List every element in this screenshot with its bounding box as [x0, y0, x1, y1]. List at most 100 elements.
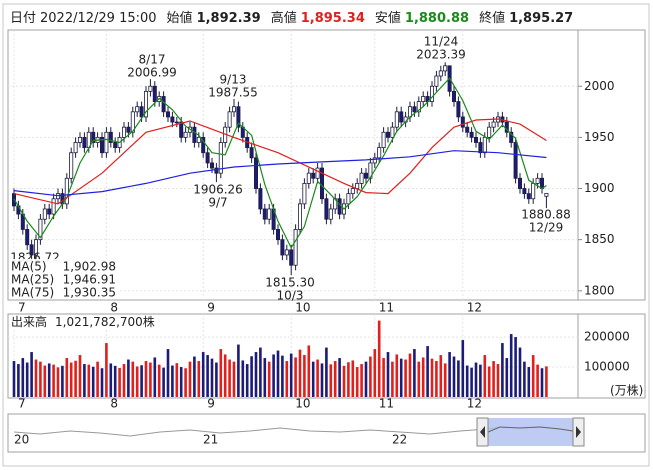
volume-bar [470, 367, 473, 397]
volume-bar [122, 364, 126, 397]
legend-value: 1,946.91 [63, 273, 116, 287]
volume-bar [435, 361, 438, 397]
candle-body [535, 177, 540, 184]
candle-body [183, 131, 188, 138]
volume-bar [109, 363, 113, 397]
volume-bar [210, 358, 214, 397]
candle-body [460, 116, 465, 128]
volume-bar [69, 362, 73, 397]
volume-bar [527, 367, 531, 397]
candle-body [324, 198, 329, 220]
candle-body [227, 111, 232, 128]
volume-bar [465, 365, 469, 397]
volume-bar [474, 362, 478, 397]
annotation: 8/17 [139, 53, 166, 67]
volume-bar [127, 359, 130, 397]
candle-body [377, 147, 382, 159]
candle-body [214, 167, 219, 174]
volume-bar [518, 347, 522, 397]
x-tick-label: 12 [467, 301, 482, 315]
header-label: 終値 [479, 10, 505, 26]
ma-line [13, 77, 547, 250]
candle-body [544, 192, 549, 197]
candle-body [359, 172, 364, 184]
candle-body [522, 188, 527, 195]
volume-bar [505, 358, 509, 397]
candle-body [297, 203, 302, 230]
volume-bar [140, 365, 143, 397]
candle-body [412, 106, 417, 113]
volume-bar [184, 368, 187, 397]
x-tick-label: 7 [18, 397, 26, 411]
volume-bar [96, 361, 99, 397]
volume-bar [386, 352, 390, 397]
volume-bar [223, 354, 227, 397]
legend-box [9, 259, 119, 299]
candle-body [381, 131, 386, 149]
candle-body [236, 106, 241, 128]
volume-unit: (万株) [610, 383, 643, 398]
candle-body [328, 208, 333, 220]
candle-body [372, 157, 377, 164]
legend-name: MA(25) [11, 273, 54, 287]
candle-body [540, 177, 545, 189]
candle-body [201, 136, 206, 154]
candle-body [42, 208, 47, 220]
volume-bar [289, 353, 293, 397]
volume-bar [479, 364, 482, 397]
candle-body [443, 65, 448, 72]
volume-bar [355, 367, 359, 397]
volume-bar [483, 355, 487, 397]
candle-body [416, 101, 421, 113]
candle-body [249, 147, 254, 159]
volume-bar [342, 365, 346, 397]
legend-name: MA(5) [11, 260, 47, 274]
volume-bar [430, 358, 434, 397]
volume-legend: 出来高 1,021,782,700株 [11, 314, 155, 329]
header: 日付 2022/12/29 15:00 始値 1,892.39 高値 1,895.34 安値… [10, 10, 573, 26]
x-tick-label: 8 [110, 301, 118, 315]
candle-body [275, 229, 280, 241]
candle-body [491, 121, 496, 128]
candle-body [152, 85, 157, 102]
y-tick-label: 1850 [584, 232, 615, 246]
navigator-window[interactable] [488, 418, 573, 446]
candle-body [390, 126, 395, 138]
candle-body [192, 126, 197, 143]
candle-body [258, 188, 263, 210]
candle-body [267, 208, 272, 220]
annotation: 2006.99 [127, 66, 177, 80]
volume-bar [201, 352, 205, 397]
candle-body [113, 142, 118, 149]
volume-bar [285, 361, 289, 397]
volume-bar [267, 361, 271, 397]
volume-bar [452, 356, 456, 397]
volume-bar [320, 363, 324, 397]
navigator-frame[interactable] [7, 413, 646, 453]
annotation: 9/13 [220, 73, 247, 87]
candle-body [302, 183, 307, 205]
annotation: 1815.30 [265, 276, 315, 290]
candle-body [306, 172, 311, 184]
y-tick-label: 1950 [584, 130, 615, 144]
volume-bar [294, 357, 297, 397]
candle-body [47, 208, 52, 215]
x-tick-label: 9 [207, 301, 215, 315]
header-label: 日付 [10, 11, 36, 26]
volume-bar [540, 368, 544, 397]
volume-bar [43, 365, 47, 397]
candle-body [531, 183, 536, 200]
volume-bar [21, 358, 25, 397]
volume-bar [39, 361, 42, 397]
volume-bar [391, 361, 394, 397]
candle-body [148, 85, 153, 92]
y-tick-label: 200000 [584, 330, 630, 344]
volume-bar [193, 356, 196, 397]
volume-bar [171, 365, 174, 397]
candle-body [478, 142, 483, 154]
volume-bar [144, 361, 148, 397]
volume-bar [492, 361, 495, 397]
navigator-year: 22 [392, 433, 407, 447]
candle-body [25, 229, 30, 246]
